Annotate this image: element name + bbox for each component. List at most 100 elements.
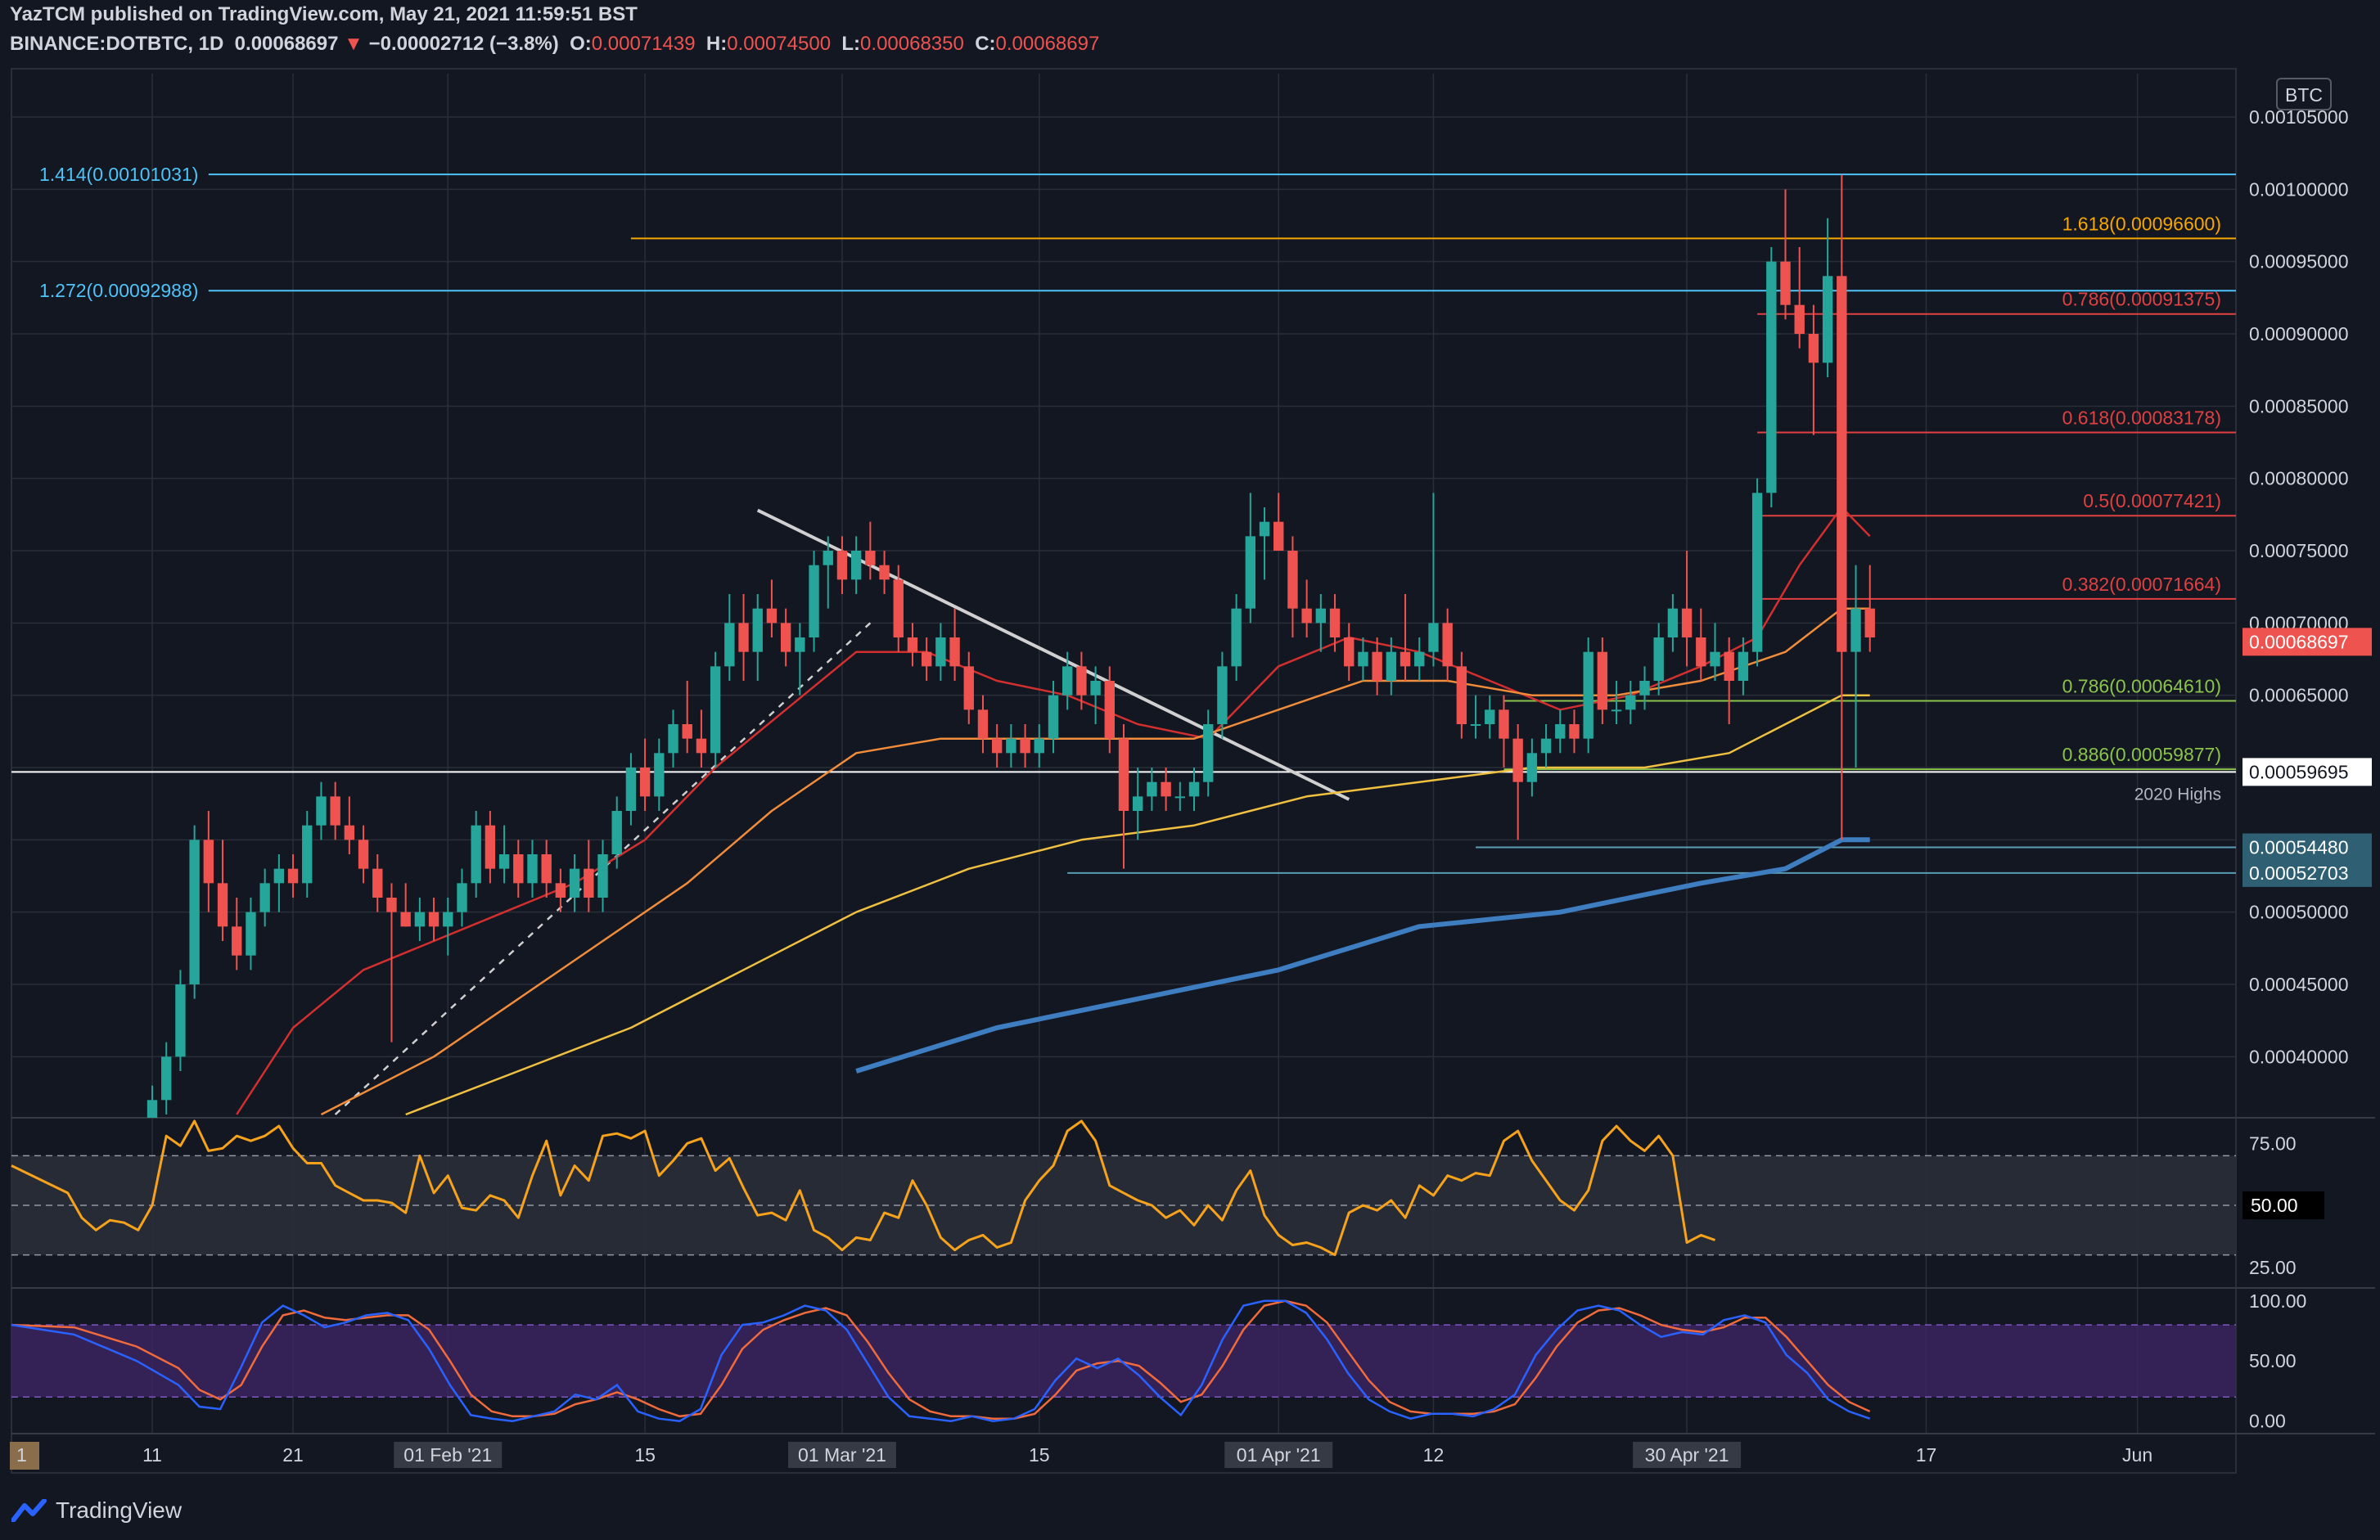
candle-body xyxy=(597,854,608,898)
fib-label: 0.618(0.00083178) xyxy=(2062,408,2221,429)
candle-body xyxy=(1217,666,1228,724)
y-tick-label: 0.00095000 xyxy=(2249,251,2349,272)
candle-body xyxy=(569,868,580,898)
candle-body xyxy=(1006,738,1016,754)
candle-body xyxy=(1738,651,1749,681)
candle-body xyxy=(1766,261,1777,493)
currency-box xyxy=(2276,78,2332,110)
candle-body xyxy=(1499,709,1509,739)
support-price-tag-bg xyxy=(2243,833,2372,862)
candle-body xyxy=(654,753,665,797)
moving-average-line xyxy=(405,694,1870,1116)
fib-label: 0.382(0.00071664) xyxy=(2062,574,2221,595)
fib-label: 1.618(0.00096600) xyxy=(2062,213,2221,234)
candle-body xyxy=(1442,623,1453,667)
support-price-tag: 0.00059695 xyxy=(2249,761,2349,782)
candle-body xyxy=(1780,261,1791,305)
candle-body xyxy=(302,825,313,884)
fib-label: 0.786(0.00091375) xyxy=(2062,289,2221,310)
publisher-line: YazTCM published on TradingView.com, May… xyxy=(10,3,638,25)
fib-label: 0.786(0.00064610) xyxy=(2062,676,2221,697)
y-tick-label: 0.00045000 xyxy=(2249,974,2349,995)
candle-body xyxy=(977,709,989,739)
x-tick-label: 30 Apr '21 xyxy=(1645,1444,1729,1466)
stoch-tick-label: 0.00 xyxy=(2249,1411,2286,1432)
last-price-tag-bg xyxy=(2243,628,2372,656)
x-tick-label: 21 xyxy=(282,1444,304,1466)
candle-body xyxy=(1034,738,1044,754)
candle-body xyxy=(1485,709,1495,724)
x-tick-label: 17 xyxy=(1916,1444,1937,1466)
candle-body xyxy=(584,868,594,898)
candle-body xyxy=(1188,781,1200,797)
candle-body xyxy=(752,608,763,652)
rsi-current-bg xyxy=(2243,1191,2324,1220)
candle-body xyxy=(1231,608,1242,667)
candle-body xyxy=(1569,724,1580,739)
candle-body xyxy=(259,883,270,912)
x-tick-bg xyxy=(1224,1442,1333,1468)
symbol: BINANCE:DOTBTC, 1D xyxy=(10,33,224,55)
ohlc-line: BINANCE:DOTBTC, 1D 0.00068697 ▼ −0.00002… xyxy=(10,33,1100,55)
x-tick-bg xyxy=(1633,1442,1742,1468)
candle-body xyxy=(1161,781,1171,797)
brand-footer[interactable]: TradingView xyxy=(11,1497,182,1524)
x-tick-label: 15 xyxy=(1029,1444,1050,1466)
candle-body xyxy=(1118,738,1129,811)
candle-body xyxy=(1315,608,1327,624)
candle-body xyxy=(485,825,496,869)
candle-body xyxy=(1174,796,1186,799)
currency-label: BTC xyxy=(2285,84,2323,106)
high-value: 0.00074500 xyxy=(727,33,832,55)
fib-label: 0.886(0.00059877) xyxy=(2062,744,2221,765)
support-price-tag-bg xyxy=(2243,858,2372,887)
rsi-current-label: 50.00 xyxy=(2251,1195,2298,1216)
candle-body xyxy=(1611,709,1622,712)
candle-body xyxy=(795,637,805,652)
stoch-tick-label: 50.00 xyxy=(2249,1350,2297,1371)
rsi-tick-label: 75.00 xyxy=(2249,1132,2297,1154)
x-tick-label: Jun xyxy=(2122,1444,2152,1466)
stoch-band xyxy=(11,1325,2236,1398)
candle-body xyxy=(1724,651,1734,681)
candle-body xyxy=(400,912,411,927)
candle-body xyxy=(1147,781,1157,797)
last-price: 0.00068697 xyxy=(234,33,339,55)
candle-body xyxy=(907,637,918,652)
down-arrow-icon: ▼ xyxy=(344,33,363,55)
extension-label: 1.414(0.00101031) xyxy=(39,164,198,185)
candle-body xyxy=(161,1056,172,1101)
x-tick-label: 15 xyxy=(634,1444,656,1466)
candle-body xyxy=(414,912,426,927)
candle-body xyxy=(246,912,256,956)
candle-body xyxy=(273,868,285,884)
candle-body xyxy=(1583,651,1593,739)
last-price-tag: 0.00068697 xyxy=(2249,631,2349,652)
candle-body xyxy=(330,796,340,826)
x-tick-label: 1 xyxy=(16,1444,27,1466)
candle-body xyxy=(1301,608,1312,624)
candle-body xyxy=(1808,334,1819,363)
candle-body xyxy=(527,854,538,884)
support-note: 2020 Highs xyxy=(2134,785,2221,804)
candle-body xyxy=(738,623,749,652)
candle-body xyxy=(1540,738,1552,754)
candle-body xyxy=(1273,521,1284,551)
candle-body xyxy=(710,666,721,754)
stoch-d-line xyxy=(11,1299,1871,1420)
trendline xyxy=(334,622,872,1115)
x-tick-label: 01 Feb '21 xyxy=(403,1444,492,1466)
candle-body xyxy=(935,637,946,667)
candle-body xyxy=(1850,608,1861,652)
candle-body xyxy=(457,883,467,912)
candle-body xyxy=(316,796,327,826)
y-tick-label: 0.00080000 xyxy=(2249,468,2349,489)
candle-body xyxy=(1203,724,1214,782)
fib-label: 0.5(0.00077421) xyxy=(2083,490,2221,511)
y-tick-label: 0.00075000 xyxy=(2249,540,2349,561)
support-price-tag-bg xyxy=(2243,758,2372,786)
candle-body xyxy=(1344,637,1355,667)
candle-body xyxy=(766,608,778,624)
candle-body xyxy=(1681,608,1693,637)
